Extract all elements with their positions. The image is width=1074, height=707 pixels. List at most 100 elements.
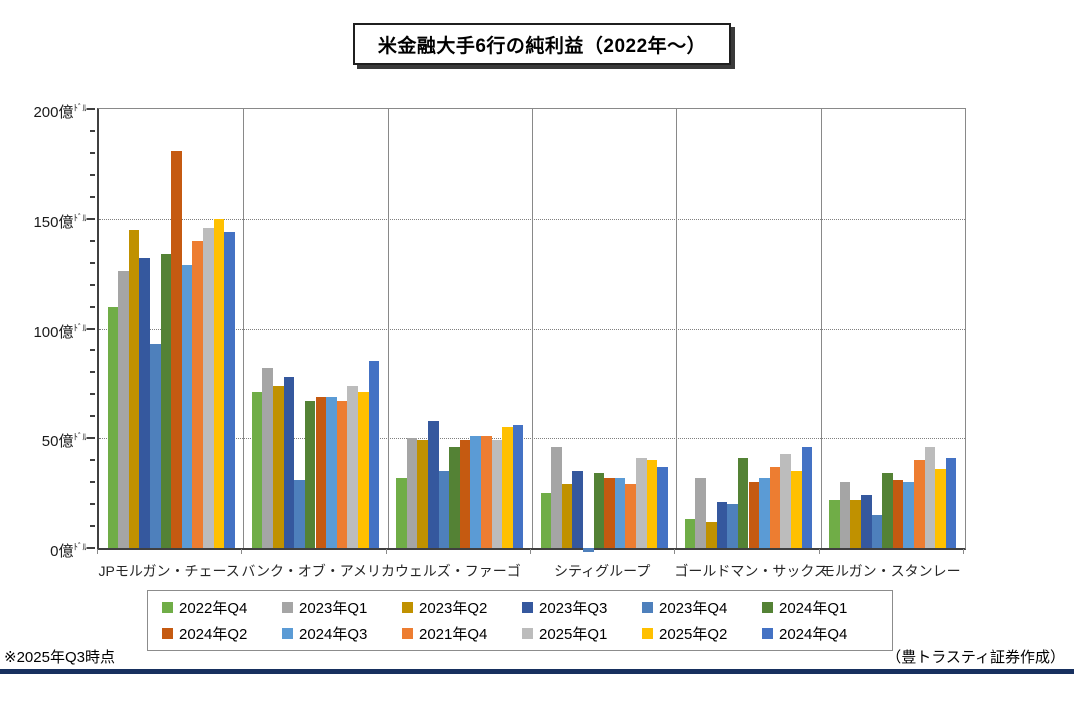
y-axis-label: 100億ﾄﾞﾙ — [33, 322, 87, 341]
y-minor-tick — [90, 503, 95, 506]
y-major-tick — [87, 217, 95, 220]
bar-2022年Q4-5 — [829, 499, 840, 548]
x-axis-label: モルガン・スタンレー — [821, 563, 961, 579]
x-axis-label: バンク・オブ・アメリカ — [241, 563, 396, 579]
y-minor-tick — [90, 459, 95, 462]
legend-swatch — [762, 602, 773, 614]
legend-label: 2023年Q2 — [419, 600, 488, 618]
bar-2024年Q4-2 — [512, 425, 524, 548]
legend-item: 2021年Q4 — [402, 623, 518, 644]
bar-2025年Q2-0 — [213, 218, 225, 548]
x-axis-label: JPモルガン・チェース — [98, 563, 240, 579]
y-minor-tick — [90, 129, 95, 132]
plot-area — [97, 108, 966, 553]
bar-2024年Q4-0 — [224, 231, 235, 548]
legend-item: 2024年Q4 — [762, 623, 878, 644]
legend-label: 2024年Q4 — [779, 625, 848, 643]
bar-2024年Q3-2 — [470, 436, 482, 548]
bar-2021年Q4-2 — [481, 436, 492, 548]
legend-label: 2023年Q3 — [539, 600, 608, 618]
bar-2024年Q2-5 — [892, 479, 904, 548]
legend-swatch — [282, 602, 293, 614]
legend-swatch — [642, 602, 653, 614]
bar-2023年Q3-5 — [861, 495, 872, 548]
y-major-tick — [87, 437, 95, 440]
bar-2024年Q1-3 — [593, 473, 605, 548]
bar-2023年Q4-2 — [438, 471, 450, 548]
x-axis-label: ゴールドマン・サックス — [674, 563, 828, 579]
legend-swatch — [282, 627, 293, 639]
bar-2025年Q1-4 — [780, 453, 791, 548]
legend-item: 2024年Q1 — [762, 597, 878, 618]
y-axis-label: 200億ﾄﾞﾙ — [33, 103, 87, 121]
x-boundary-tick — [963, 549, 964, 554]
bar-2021年Q4-0 — [192, 240, 203, 548]
bar-2024年Q1-4 — [737, 458, 749, 548]
bar-2023年Q2-1 — [273, 385, 284, 548]
x-axis-label: シティグループ — [554, 563, 651, 579]
bar-2025年Q1-2 — [491, 440, 503, 548]
legend-swatch — [162, 602, 173, 614]
y-minor-tick — [90, 415, 95, 418]
legend-item: 2023年Q3 — [522, 597, 638, 618]
legend-label: 2024年Q2 — [179, 625, 248, 643]
legend-label: 2025年Q2 — [659, 625, 728, 643]
bar-2022年Q4-0 — [107, 306, 119, 548]
bar-2023年Q3-3 — [572, 471, 583, 548]
category-separator — [820, 109, 822, 548]
bar-2024年Q4-5 — [945, 458, 957, 548]
legend-label: 2021年Q4 — [419, 625, 488, 643]
bar-2023年Q1-0 — [118, 271, 129, 548]
y-minor-tick — [90, 173, 95, 176]
bar-2023年Q4-4 — [727, 504, 738, 548]
y-minor-tick — [90, 349, 95, 352]
bar-2025年Q1-5 — [924, 447, 936, 548]
category-separator — [676, 109, 678, 548]
bar-2024年Q3-5 — [903, 482, 915, 548]
legend-label: 2025年Q1 — [539, 625, 608, 643]
bar-2025年Q1-1 — [347, 385, 358, 548]
y-minor-tick — [90, 283, 95, 286]
y-axis-label: 150億ﾄﾞﾙ — [33, 212, 87, 231]
legend-label: 2023年Q4 — [659, 600, 728, 618]
legend-swatch — [402, 627, 413, 639]
bar-2023年Q2-0 — [128, 229, 140, 548]
bar-2023年Q3-2 — [428, 420, 439, 548]
y-minor-tick — [90, 261, 95, 264]
y-major-tick — [87, 547, 95, 549]
y-minor-tick — [90, 525, 95, 528]
bottom-rule — [0, 669, 1074, 674]
bar-2023年Q1-1 — [262, 368, 274, 548]
bar-2023年Q3-4 — [716, 501, 728, 548]
category-separator — [387, 109, 389, 548]
legend-swatch — [522, 627, 533, 639]
bar-2023年Q1-2 — [406, 438, 418, 548]
legend-label: 2023年Q1 — [299, 600, 368, 618]
bar-2024年Q3-4 — [759, 477, 770, 548]
bar-2023年Q3-1 — [283, 376, 295, 548]
bar-2023年Q4-0 — [149, 343, 161, 548]
y-axis-label: 0億ﾄﾞﾙ — [50, 542, 87, 560]
chart-title: 米金融大手6行の純利益（2022年～） — [377, 35, 707, 57]
legend-item: 2024年Q3 — [282, 623, 398, 644]
y-major-tick — [87, 108, 95, 110]
bar-2023年Q4-5 — [871, 515, 883, 548]
bar-2023年Q1-3 — [551, 447, 562, 548]
x-boundary-tick — [818, 549, 820, 554]
legend-swatch — [162, 627, 173, 639]
x-boundary-tick — [530, 549, 531, 554]
bar-2024年Q4-3 — [657, 466, 668, 548]
x-axis-label: ウェルズ・ファーゴ — [394, 563, 521, 579]
legend-swatch — [642, 627, 653, 639]
y-minor-tick — [90, 239, 95, 242]
bar-2024年Q2-3 — [604, 477, 615, 548]
category-separator — [243, 109, 245, 548]
bar-2023年Q2-2 — [417, 440, 428, 548]
bar-2022年Q4-1 — [251, 392, 263, 548]
bar-2022年Q4-3 — [540, 493, 552, 548]
legend-label: 2024年Q1 — [779, 600, 848, 618]
legend-label: 2024年Q3 — [299, 625, 368, 643]
legend-swatch — [522, 602, 533, 614]
bar-2022年Q4-2 — [396, 477, 407, 548]
footnote-asof: ※2025年Q3時点 — [4, 649, 115, 666]
